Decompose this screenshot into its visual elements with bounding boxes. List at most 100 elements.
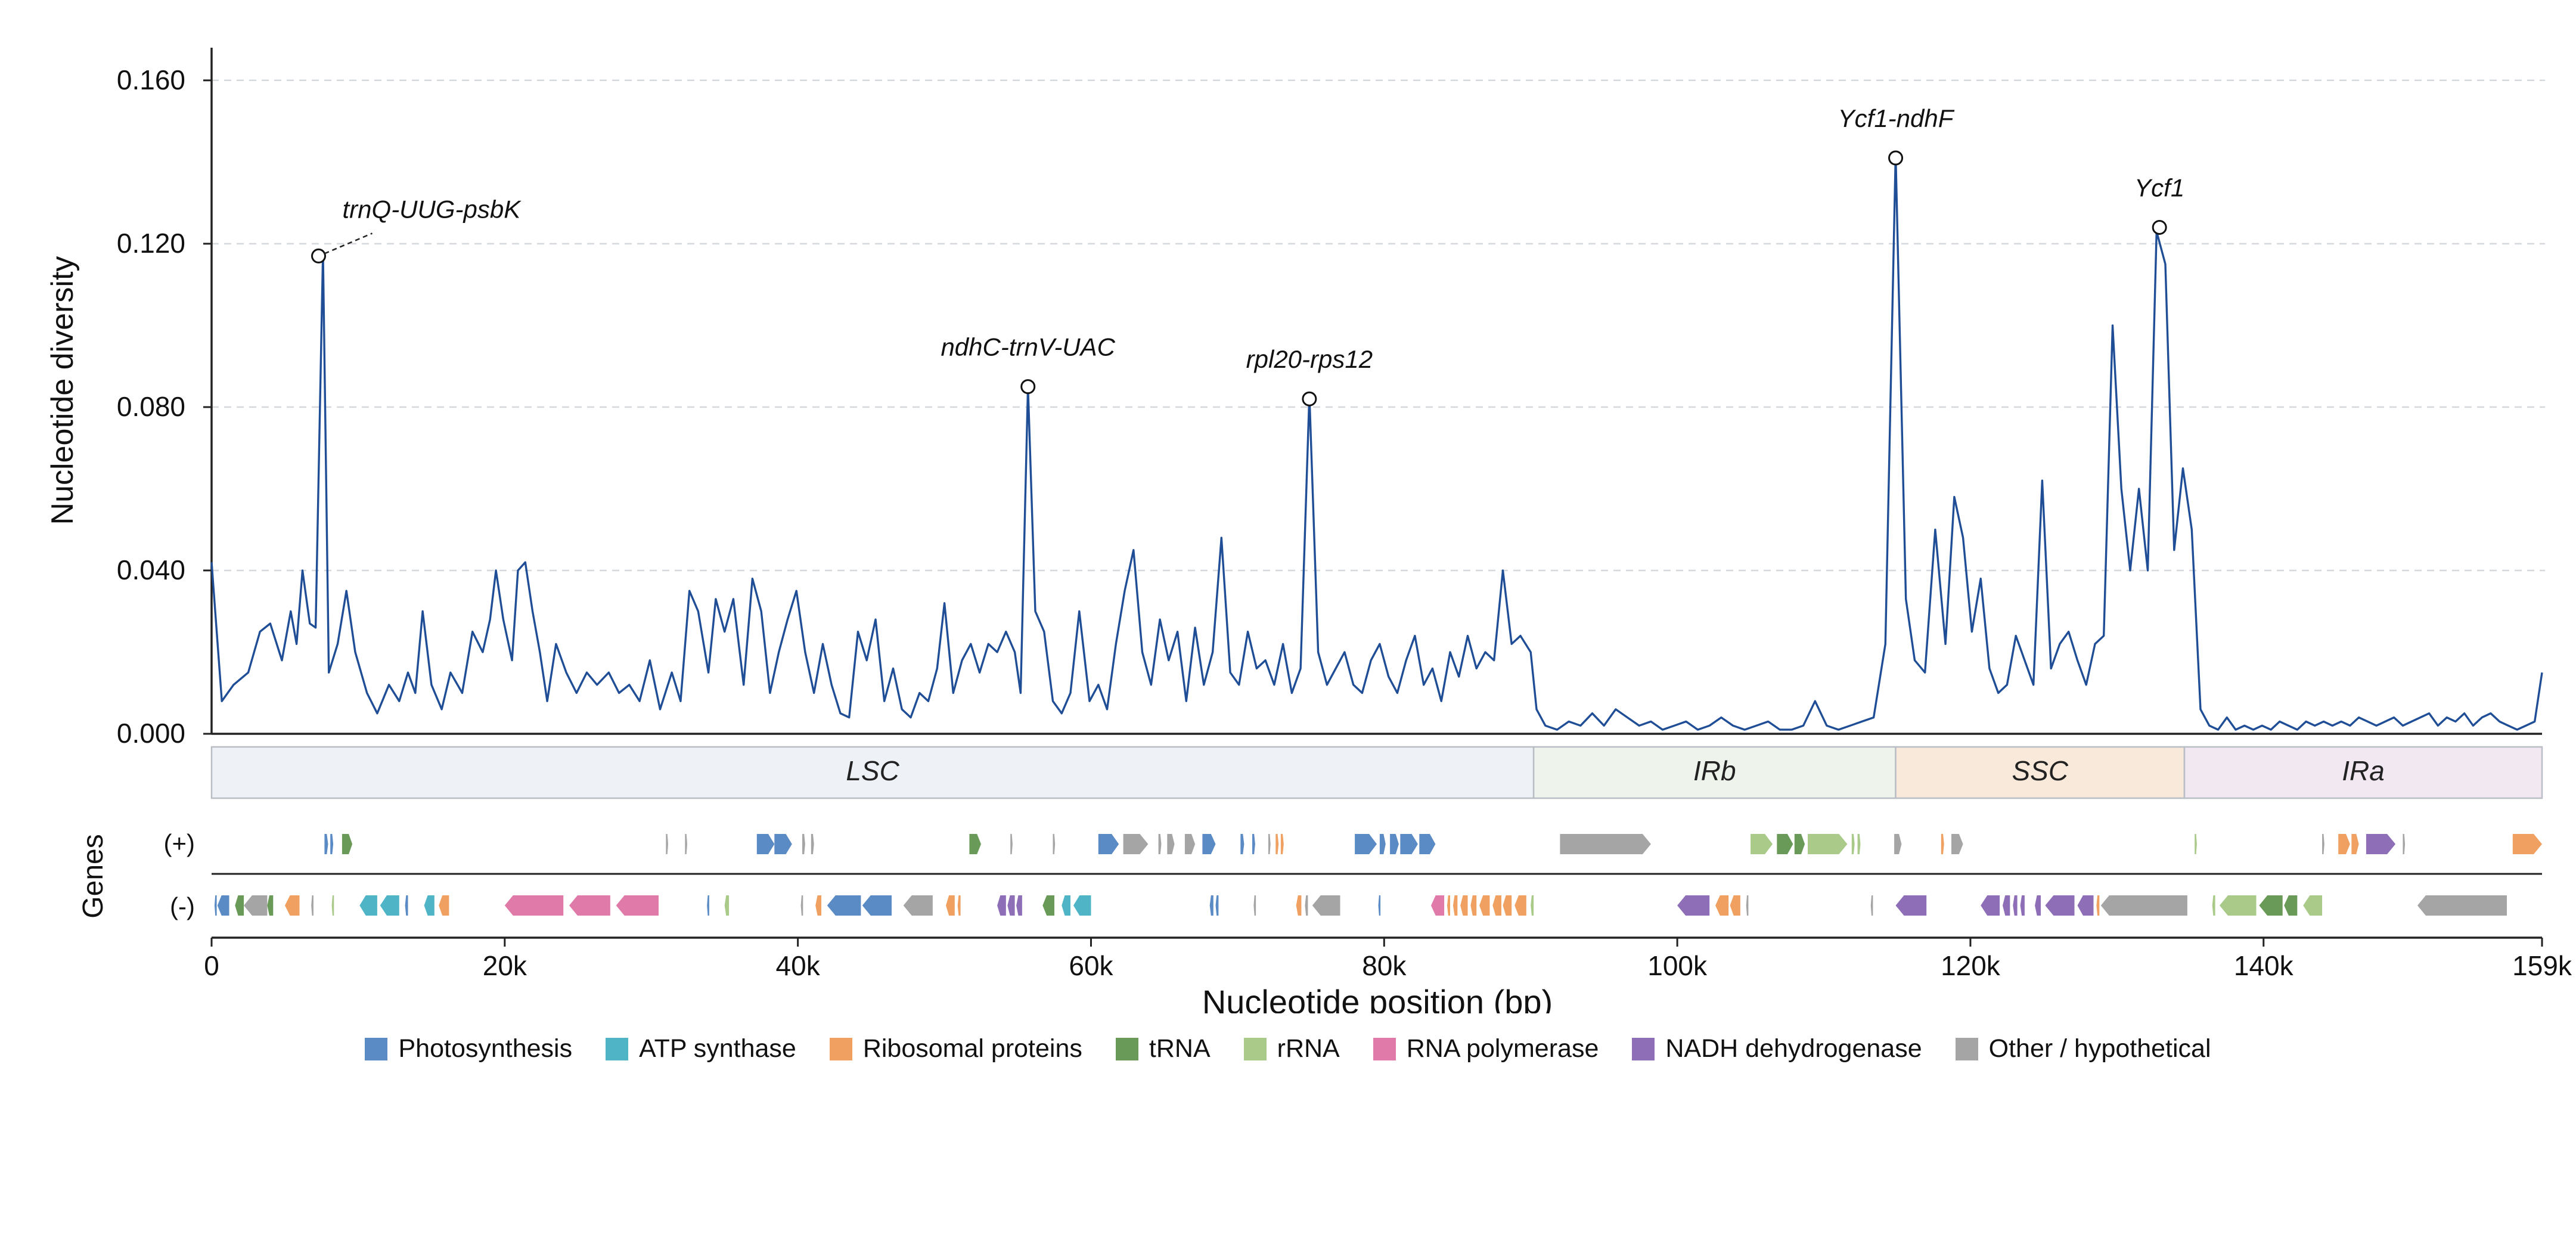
legend-label: ATP synthase xyxy=(639,1034,796,1063)
gene-arrow xyxy=(2322,834,2324,854)
gene-arrow xyxy=(244,895,268,916)
x-axis-label: Nucleotide position (bp) xyxy=(1202,983,1553,1013)
gene-arrow xyxy=(774,834,792,854)
legend-swatch xyxy=(1243,1037,1267,1060)
gene-arrow xyxy=(903,895,933,916)
x-axis-ticks: 0 20k 40k 60k 80k 100k 120k 140k 159k xyxy=(204,938,2572,981)
legend-item-rnapol: RNA polymerase xyxy=(1373,1034,1599,1063)
gene-arrow xyxy=(1123,834,1149,854)
gene-arrow xyxy=(1252,834,1255,854)
gene-arrow xyxy=(2096,895,2100,916)
gene-arrow xyxy=(2338,834,2350,854)
horizontal-gridlines xyxy=(212,79,2545,572)
gene-arrow xyxy=(405,895,408,916)
x-tick-label: 140k xyxy=(2234,950,2294,981)
gene-arrow xyxy=(1453,895,1458,916)
gene-arrow xyxy=(802,834,805,854)
gene-arrow xyxy=(217,895,229,916)
gene-arrow xyxy=(1777,834,1793,854)
region-label: LSC xyxy=(846,755,899,786)
gene-arrow xyxy=(2303,895,2323,916)
gene-arrow xyxy=(1808,834,1848,854)
gene-arrow xyxy=(2020,895,2025,916)
legend-item-trna: tRNA xyxy=(1115,1034,1211,1063)
gene-category-legend: Photosynthesis ATP synthase Ribosomal prot… xyxy=(0,1034,2576,1063)
gene-arrow xyxy=(2195,834,2197,854)
gene-arrow xyxy=(1390,834,1399,854)
gene-arrow xyxy=(1073,895,1091,916)
plus-strand-label: (+) xyxy=(164,829,195,857)
gene-arrow xyxy=(2003,895,2010,916)
gene-arrow xyxy=(1053,834,1056,854)
x-tick-label: 0 xyxy=(204,950,219,981)
gene-arrow xyxy=(1042,895,1054,916)
legend-item-other: Other / hypothetical xyxy=(1955,1034,2211,1063)
peak-annotations: trnQ-UUG-psbK ndhC-trnV-UAC rpl20-rps12 Ycf… xyxy=(311,104,2184,407)
gene-arrow xyxy=(1378,895,1381,916)
gene-arrow xyxy=(1098,834,1119,854)
gene-arrow xyxy=(311,895,314,916)
plot-axes xyxy=(210,48,2542,939)
legend-label: tRNA xyxy=(1149,1034,1211,1063)
legend-swatch xyxy=(606,1037,629,1060)
gene-arrow xyxy=(1010,834,1013,854)
gene-arrow xyxy=(685,834,687,854)
gene-arrow xyxy=(2284,895,2298,916)
legend-label: RNA polymerase xyxy=(1406,1034,1599,1063)
region-label: SSC xyxy=(2012,755,2068,786)
genome-region-bar: LSC IRb SSC IRa xyxy=(210,746,2543,799)
legend-label: NADH dehydrogenase xyxy=(1665,1034,1922,1063)
gene-arrow xyxy=(946,895,955,916)
y-tick-label: 0.040 xyxy=(117,554,185,585)
legend-swatch xyxy=(1632,1037,1655,1060)
legend-item-atp: ATP synthase xyxy=(606,1034,796,1063)
gene-arrow xyxy=(1503,895,1512,916)
gene-arrow xyxy=(1460,895,1468,916)
gene-arrow xyxy=(1312,895,1340,916)
legend-item-photo: Photosynthesis xyxy=(365,1034,572,1063)
peak-label: ndhC-trnV-UAC xyxy=(941,333,1115,361)
gene-arrow xyxy=(1730,895,1740,916)
y-tick-label: 0.120 xyxy=(117,228,185,259)
gene-arrow xyxy=(1431,895,1445,916)
peak-leader-line xyxy=(324,232,373,255)
gene-arrow xyxy=(827,895,861,916)
gene-arrow xyxy=(2035,895,2041,916)
gene-arrow xyxy=(424,895,434,916)
legend-item-ribo: Ribosomal proteins xyxy=(829,1034,1082,1063)
gene-arrow xyxy=(1951,834,1963,854)
gene-arrow xyxy=(1240,834,1244,854)
x-tick-label: 40k xyxy=(776,950,821,981)
gene-arrow xyxy=(1167,834,1175,854)
gene-arrow xyxy=(1379,834,1386,854)
gene-arrow xyxy=(1158,834,1162,854)
gene-arrow xyxy=(2212,895,2215,916)
peak-marker xyxy=(311,248,327,263)
gene-arrow xyxy=(1479,895,1490,916)
gene-arrow xyxy=(1202,834,1216,854)
minus-strand-label: (-) xyxy=(170,892,195,920)
gene-arrow xyxy=(1007,895,1015,916)
peak-marker xyxy=(1302,391,1317,407)
gene-arrow xyxy=(2366,834,2396,854)
gene-arrow xyxy=(380,895,399,916)
gene-arrow xyxy=(2512,834,2542,854)
gene-arrow xyxy=(2417,895,2507,916)
x-tick-label: 60k xyxy=(1069,950,1113,981)
legend-swatch xyxy=(829,1037,852,1060)
gene-arrow xyxy=(569,895,610,916)
gene-arrow xyxy=(2100,895,2187,916)
gene-arrow xyxy=(2351,834,2359,854)
legend-swatch xyxy=(365,1037,388,1060)
x-tick-label: 100k xyxy=(1647,950,1708,981)
legend-label: rRNA xyxy=(1277,1034,1340,1063)
gene-arrow xyxy=(2259,895,2283,916)
gene-arrow xyxy=(1794,834,1805,854)
peak-label: trnQ-UUG-psbK xyxy=(343,195,522,223)
x-tick-label: 159k xyxy=(2512,950,2572,981)
gene-track xyxy=(214,834,2542,916)
gene-arrow xyxy=(331,895,334,916)
gene-arrow xyxy=(1296,895,1302,916)
gene-arrow xyxy=(1268,834,1271,854)
gene-arrow xyxy=(1894,834,1902,854)
